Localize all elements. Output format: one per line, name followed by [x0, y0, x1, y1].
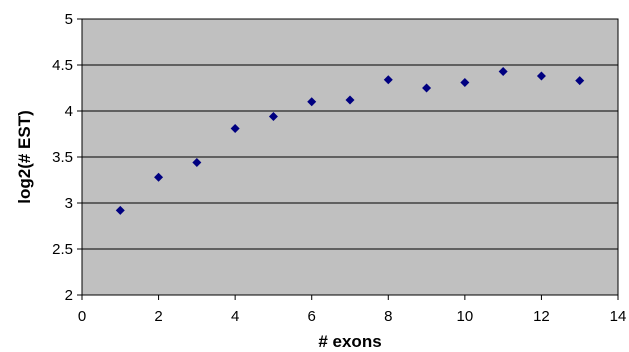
- y-tick-label: 4.5: [52, 57, 73, 74]
- x-tick-label: 2: [154, 308, 162, 325]
- data-point-diamond: [230, 123, 240, 133]
- data-point-diamond: [460, 77, 470, 87]
- y-tick-label: 2: [65, 287, 73, 304]
- data-points: [115, 66, 585, 215]
- x-tick-label: 10: [457, 308, 474, 325]
- x-tick-label: 8: [384, 308, 392, 325]
- y-tick-label: 4: [65, 103, 73, 120]
- x-tick-label: 14: [610, 308, 627, 325]
- data-point-diamond: [192, 158, 202, 168]
- y-axis-title: log2(# EST): [15, 110, 34, 204]
- y-tick-label: 5: [65, 11, 73, 28]
- x-tick-label: 0: [78, 308, 86, 325]
- data-point-diamond: [498, 66, 508, 76]
- data-point-diamond: [307, 97, 317, 107]
- data-point-diamond: [115, 205, 125, 215]
- x-tick-label: 6: [308, 308, 316, 325]
- data-point-diamond: [345, 95, 355, 105]
- y-tick-label: 3.5: [52, 149, 73, 166]
- x-axis-ticks: 0 2 4 6 8 10 12 14: [78, 295, 627, 325]
- data-point-diamond: [422, 83, 432, 93]
- y-tick-label: 3: [65, 195, 73, 212]
- x-tick-label: 4: [231, 308, 239, 325]
- data-point-diamond: [383, 75, 393, 85]
- x-tick-label: 12: [533, 308, 550, 325]
- y-tick-label: 2.5: [52, 241, 73, 258]
- data-point-diamond: [268, 112, 278, 122]
- y-axis-ticks: 2 2.5 3 3.5 4 4.5 5: [52, 11, 82, 304]
- data-point-diamond: [154, 172, 164, 182]
- data-point-diamond: [575, 76, 585, 86]
- x-axis-title: # exons: [318, 332, 381, 351]
- data-point-diamond: [536, 71, 546, 81]
